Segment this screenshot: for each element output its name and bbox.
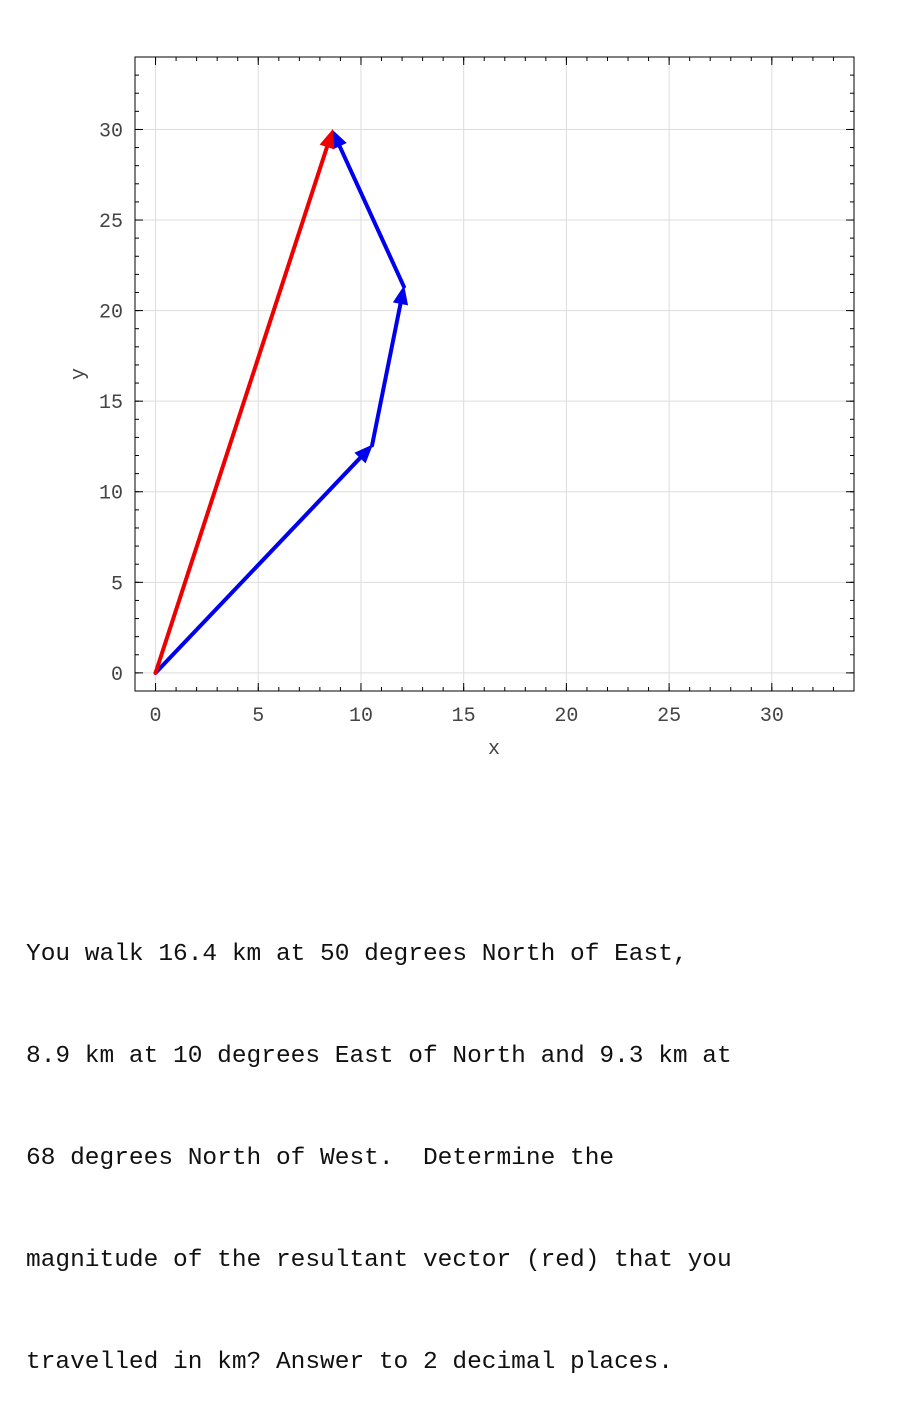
vector-arrowhead <box>319 129 335 150</box>
vector-shaft <box>153 144 330 675</box>
question-text: You walk 16.4 km at 50 degrees North of … <box>26 870 886 1414</box>
vector-arrowhead <box>354 444 373 464</box>
y-tick-label: 0 <box>111 664 123 687</box>
vector-shaft <box>337 143 406 289</box>
question-line: 8.9 km at 10 degrees East of North and 9… <box>26 1043 732 1070</box>
question-line: magnitude of the resultant vector (red) … <box>26 1247 732 1274</box>
vector-chart: 0 5 10 15 20 25 30 0 5 10 15 20 25 30 x y <box>68 56 855 761</box>
y-axis-ticks: 0 5 10 15 20 25 30 <box>99 120 854 687</box>
x-tick-label: 15 <box>452 705 476 728</box>
x-tick-label: 30 <box>760 705 784 728</box>
grid-lines <box>135 57 854 691</box>
y-tick-label: 15 <box>99 392 123 415</box>
displacement-vector-2 <box>370 285 409 448</box>
displacement-vector-1 <box>153 444 373 675</box>
vector-arrowhead <box>392 285 409 306</box>
x-axis-label: x <box>488 738 500 761</box>
y-tick-label: 20 <box>99 302 123 325</box>
displacement-vector-3 <box>331 129 406 289</box>
y-tick-label: 25 <box>99 211 123 234</box>
vector-shaft <box>370 301 403 448</box>
y-tick-label: 10 <box>99 483 123 506</box>
vector-shaft <box>153 455 363 675</box>
question-line: travelled in km? Answer to 2 decimal pla… <box>26 1349 673 1376</box>
x-axis-ticks: 0 5 10 15 20 25 30 <box>150 57 784 728</box>
resultant-vector <box>153 129 335 675</box>
vectors <box>153 129 409 675</box>
y-tick-label: 5 <box>111 573 123 596</box>
x-tick-label: 25 <box>657 705 681 728</box>
x-tick-label: 10 <box>349 705 373 728</box>
y-tick-label: 30 <box>99 120 123 143</box>
x-tick-label: 0 <box>150 705 162 728</box>
y-axis-label: y <box>68 368 91 380</box>
x-tick-label: 5 <box>252 705 264 728</box>
question-line: You walk 16.4 km at 50 degrees North of … <box>26 941 688 968</box>
question-line: 68 degrees North of West. Determine the <box>26 1145 615 1172</box>
x-tick-label: 20 <box>554 705 578 728</box>
plot-area <box>134 56 855 692</box>
